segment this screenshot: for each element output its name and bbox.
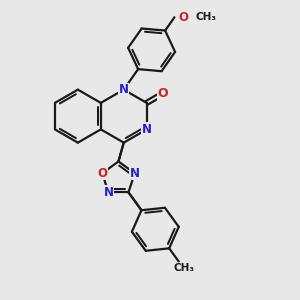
Text: CH₃: CH₃ xyxy=(173,263,194,273)
Text: O: O xyxy=(179,11,189,24)
Text: N: N xyxy=(142,123,152,136)
Text: O: O xyxy=(97,167,107,180)
Text: N: N xyxy=(103,186,113,199)
Text: N: N xyxy=(119,83,129,96)
Text: O: O xyxy=(157,87,168,100)
Text: N: N xyxy=(130,167,140,180)
Text: CH₃: CH₃ xyxy=(196,12,217,22)
